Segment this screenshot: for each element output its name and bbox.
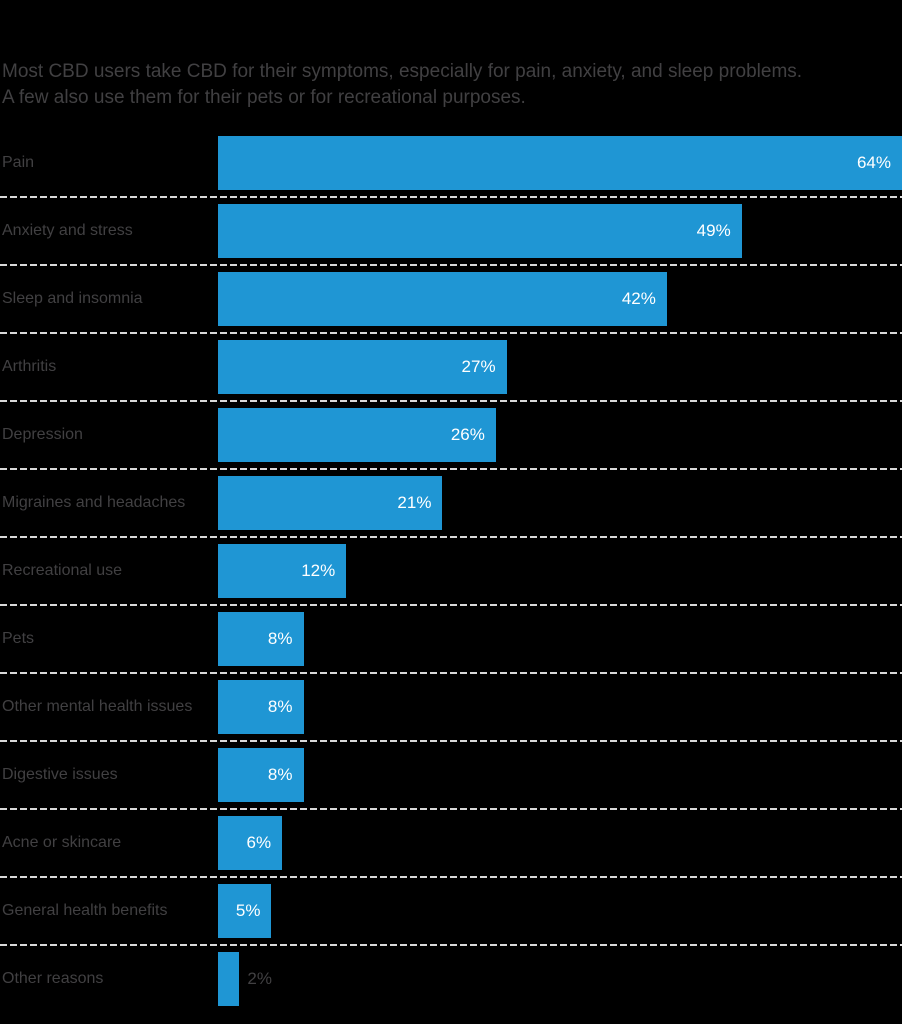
chart-row: Other reasons 2% [0,945,902,1013]
value-label: 12% [301,561,336,580]
category-label: Migraines and headaches [2,494,186,511]
chart-row: Arthritis 27% [0,333,902,402]
value-label: 5% [235,901,261,920]
bar [218,952,240,1006]
category-label: Depression [2,426,83,443]
bar: 21% [218,476,443,530]
category-label: Arthritis [2,358,57,375]
bar-track: 8% [218,680,902,734]
value-label: 64% [856,153,891,172]
category-label: Other mental health issues [2,698,193,715]
bar-track: 64% [218,136,902,190]
chart-row: Acne or skincare 6% [0,809,902,878]
bar: 8% [218,748,304,802]
bar-chart: Pain 64% Anxiety and stress 49% Sleep an… [0,129,902,1013]
bar-track: 8% [218,612,902,666]
chart-row: Other mental health issues 8% [0,673,902,742]
bar-track: 49% [218,204,902,258]
value-label: 42% [621,289,656,308]
value-label: 21% [397,493,432,512]
bar: 12% [218,544,347,598]
bar-track: 8% [218,748,902,802]
category-label: Sleep and insomnia [2,290,143,307]
bar-track: 21% [218,476,902,530]
chart-row: Sleep and insomnia 42% [0,265,902,334]
chart-title-line-1: Most CBD users take CBD for their sympto… [2,61,803,82]
category-label: Other reasons [2,970,104,987]
bar-track: 42% [218,272,902,326]
bar: 27% [218,340,507,394]
category-label: Digestive issues [2,766,118,783]
bar: 6% [218,816,283,870]
bar-track: 26% [218,408,902,462]
value-label: 26% [450,425,485,444]
bar-track: 6% [218,816,902,870]
chart-row: General health benefits 5% [0,877,902,946]
bar: 5% [218,884,272,938]
value-label: 8% [267,629,293,648]
chart-row: Anxiety and stress 49% [0,197,902,266]
value-label: 27% [461,357,496,376]
chart-title-line-2: A few also use them for their pets or fo… [2,87,526,108]
chart-row: Migraines and headaches 21% [0,469,902,538]
chart-row: Depression 26% [0,401,902,470]
category-label: Recreational use [2,562,123,579]
category-label: General health benefits [2,902,168,919]
chart-row: Recreational use 12% [0,537,902,606]
value-label: 8% [267,765,293,784]
chart-row: Digestive issues 8% [0,741,902,810]
value-label: 6% [246,833,272,852]
category-label: Pain [2,154,35,171]
bar-track: 5% [218,884,902,938]
bar: 8% [218,680,304,734]
chart-row: Pets 8% [0,605,902,674]
bar: 42% [218,272,667,326]
bar: 49% [218,204,742,258]
category-label: Acne or skincare [2,834,122,851]
bar-track: 12% [218,544,902,598]
bar-track: 2% [218,952,902,1006]
chart-title: Most CBD users take CBD for their sympto… [2,59,902,111]
bar: 26% [218,408,496,462]
value-label: 8% [267,697,293,716]
category-label: Pets [2,630,35,647]
category-label: Anxiety and stress [2,222,133,239]
bar-track: 27% [218,340,902,394]
bar: 8% [218,612,304,666]
chart-row: Pain 64% [0,129,902,198]
bar: 64% [218,136,902,190]
value-label: 49% [696,221,731,240]
value-label: 2% [247,969,272,988]
